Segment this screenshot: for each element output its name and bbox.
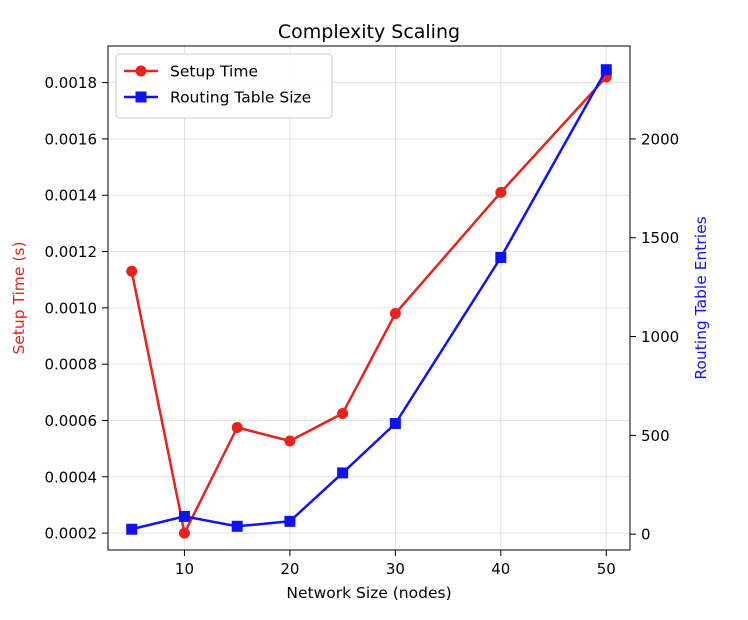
y-left-tick-label: 0.0008 xyxy=(45,356,98,374)
y-left-tick-label: 0.0006 xyxy=(45,412,98,430)
y-left-tick-label: 0.0004 xyxy=(45,468,98,486)
y-left-tick-label: 0.0014 xyxy=(45,187,98,205)
legend-marker-setup-time xyxy=(135,65,147,77)
y-right-tick-label: 1500 xyxy=(641,229,679,247)
plot-frame xyxy=(107,45,631,551)
y-left-tick-label: 0.0012 xyxy=(45,243,98,261)
data-point-setup-time xyxy=(231,422,243,434)
y-left-tick-label: 0.0002 xyxy=(45,525,98,543)
data-point-setup-time xyxy=(337,407,349,419)
x-axis-title: Network Size (nodes) xyxy=(286,584,451,602)
x-tick-label: 30 xyxy=(386,560,405,578)
legend-marker-routing-table-size xyxy=(135,91,147,103)
data-point-routing-table-size xyxy=(284,515,296,527)
legend-label-setup-time: Setup Time xyxy=(170,63,258,81)
y-right-tick-label: 0 xyxy=(641,526,651,544)
chart-title: Complexity Scaling xyxy=(278,21,460,43)
x-tick-label: 40 xyxy=(491,560,510,578)
legend-box xyxy=(115,53,333,119)
y-axis-left-title: Setup Time (s) xyxy=(10,241,28,354)
data-point-routing-table-size xyxy=(126,523,138,535)
x-tick-label: 10 xyxy=(175,560,194,578)
data-point-routing-table-size xyxy=(495,251,507,263)
gridlines xyxy=(108,46,630,550)
x-tick-label: 50 xyxy=(597,560,616,578)
x-tick-label: 20 xyxy=(280,560,299,578)
y-left-tick-label: 0.0018 xyxy=(45,74,98,92)
series-layer xyxy=(126,64,612,539)
data-point-setup-time xyxy=(389,307,401,319)
y-right-tick-label: 500 xyxy=(641,427,670,445)
data-point-setup-time xyxy=(284,435,296,447)
data-point-routing-table-size xyxy=(337,467,349,479)
y-left-tick-label: 0.0016 xyxy=(45,130,98,148)
data-point-routing-table-size xyxy=(389,418,401,430)
data-point-setup-time xyxy=(495,186,507,198)
y-left-tick-label: 0.0010 xyxy=(45,299,98,317)
axes: 10 20 30 40 50 0.0002 0.0004 0.0006 0.0008 0.0010… xyxy=(45,74,680,578)
y-axis-right-title: Routing Table Entries xyxy=(692,216,710,379)
data-point-routing-table-size xyxy=(231,520,243,532)
data-point-setup-time xyxy=(126,265,138,277)
y-right-tick-label: 1000 xyxy=(641,328,679,346)
data-point-setup-time xyxy=(178,527,190,539)
data-point-routing-table-size xyxy=(178,510,190,522)
data-point-routing-table-size xyxy=(600,64,612,76)
series-line-setup-time xyxy=(130,76,608,535)
series-line-routing-table-size xyxy=(131,69,608,531)
legend-label-routing-table-size: Routing Table Size xyxy=(170,89,311,107)
y-right-tick-label: 2000 xyxy=(641,130,679,148)
legend: Setup Time Routing Table Size xyxy=(115,53,333,119)
